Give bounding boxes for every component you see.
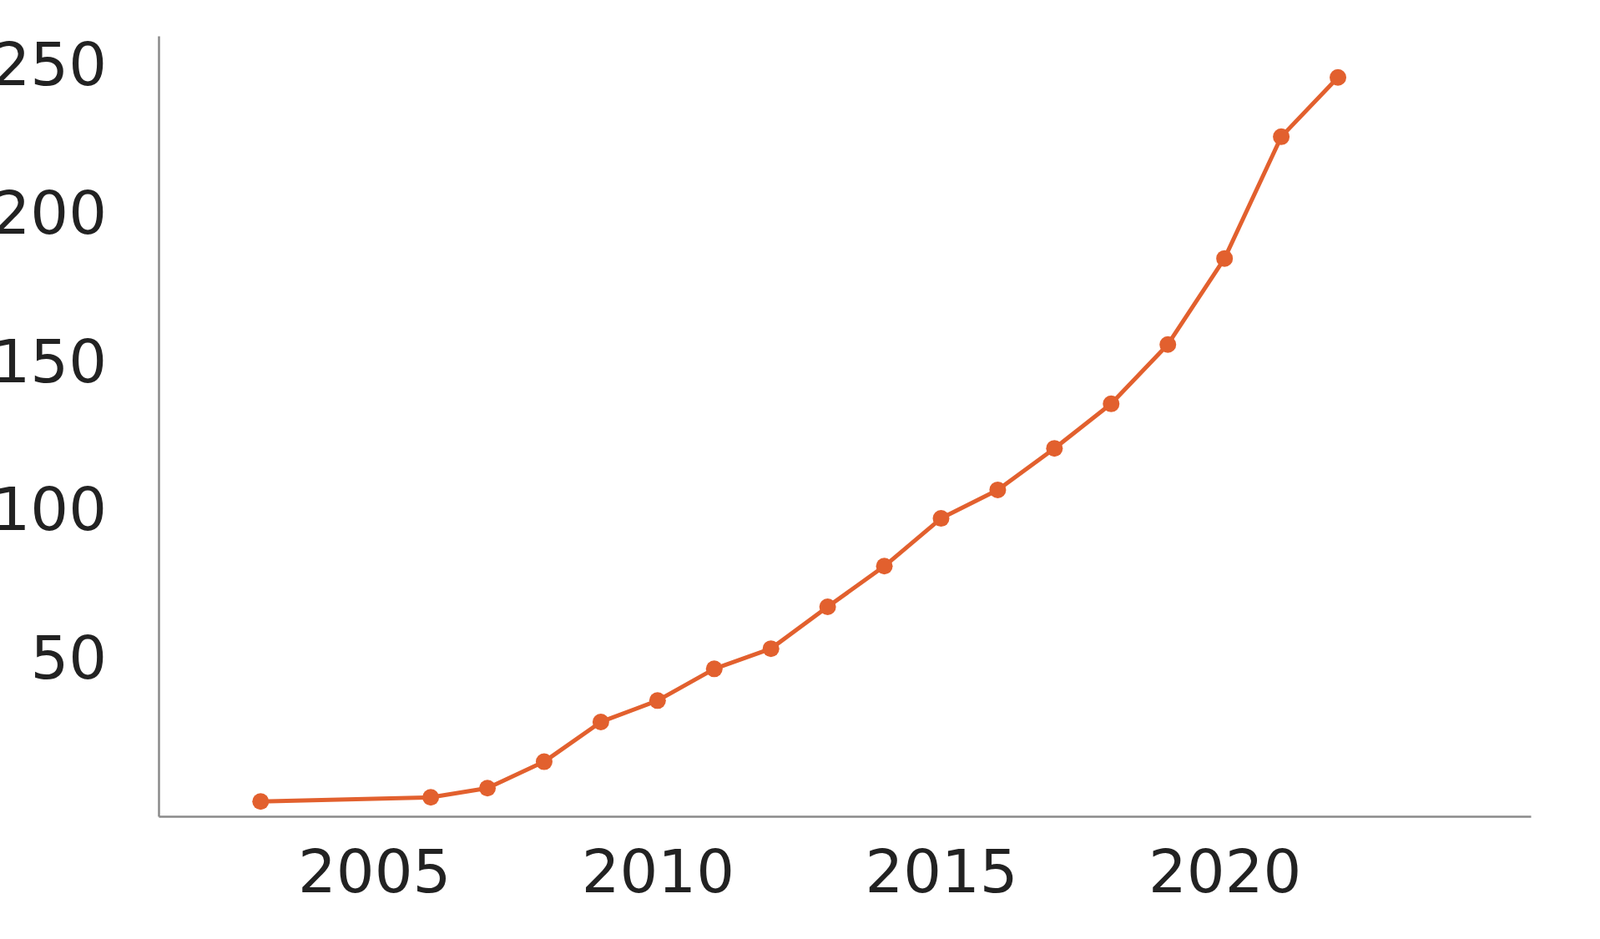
x-tick: 2015 (864, 816, 1018, 907)
tick-label: 2015 (864, 836, 1018, 907)
y-tick: 150 (0, 326, 159, 397)
y-tick: 100 (0, 474, 159, 545)
point (535, 753, 553, 771)
chart: 2005 2010 2015 2020 50 100 150 200 250 (0, 0, 1600, 939)
point (1272, 128, 1290, 146)
x-tick: 2010 (581, 816, 735, 907)
point (819, 598, 837, 616)
point (252, 792, 269, 810)
y-tick: 50 (30, 622, 159, 693)
line (260, 77, 1338, 802)
tick-label: 200 (0, 177, 107, 248)
point (1216, 250, 1233, 268)
y-axis-line (157, 36, 161, 818)
x-axis-line (159, 815, 1532, 818)
x-tick: 2005 (297, 816, 451, 907)
tick-label: 150 (0, 326, 107, 397)
point (989, 481, 1006, 499)
point (706, 660, 723, 677)
y-tick: 200 (0, 177, 159, 248)
point (592, 713, 610, 731)
x-axis: 2005 2010 2015 2020 (159, 816, 1532, 907)
point (1102, 395, 1120, 413)
tick-label: 100 (0, 474, 107, 545)
tick-label: 50 (30, 622, 107, 693)
series (252, 69, 1347, 810)
point (649, 691, 667, 709)
tick-label: 2005 (297, 836, 451, 907)
point (762, 640, 780, 657)
y-tick: 250 (0, 29, 159, 100)
tick-label: 250 (0, 29, 107, 100)
plot: 2005 2010 2015 2020 50 100 150 200 250 (0, 29, 1532, 907)
point (422, 788, 440, 806)
point (932, 509, 949, 527)
point (1329, 69, 1347, 86)
point (1045, 439, 1063, 457)
tick-label: 2020 (1148, 836, 1302, 907)
y-axis: 50 100 150 200 250 (0, 29, 160, 817)
tick-label: 2010 (581, 836, 735, 907)
x-tick: 2020 (1148, 816, 1302, 907)
point (876, 557, 894, 575)
point (479, 779, 496, 797)
point (1159, 336, 1177, 354)
